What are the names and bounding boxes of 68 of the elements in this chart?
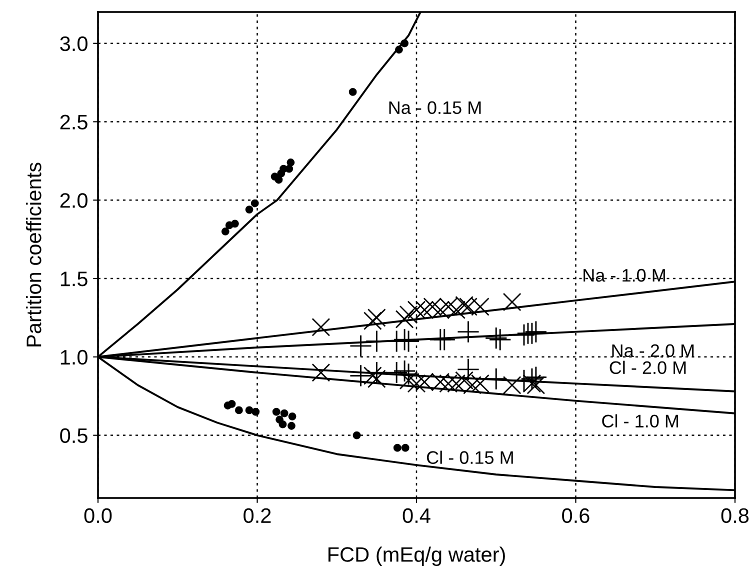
point <box>250 199 259 208</box>
y-tick-label: 1.5 <box>60 272 88 286</box>
point <box>288 412 296 420</box>
point <box>458 321 479 342</box>
point <box>521 368 542 390</box>
point <box>367 308 386 327</box>
point <box>278 420 287 428</box>
annotation: Cl - 1.0 M <box>602 414 678 428</box>
point <box>234 406 243 414</box>
point <box>231 220 239 228</box>
point <box>393 444 402 452</box>
point <box>490 329 511 350</box>
point <box>312 318 330 336</box>
x-tick-label: 0.8 <box>721 508 749 524</box>
point <box>395 46 403 54</box>
x-tick-label: 0.2 <box>244 508 271 524</box>
point <box>525 366 546 388</box>
point <box>286 158 295 166</box>
point <box>526 376 546 394</box>
point <box>398 364 420 385</box>
point <box>350 335 372 356</box>
point <box>252 408 260 416</box>
point <box>312 363 330 382</box>
point <box>400 39 409 48</box>
point <box>221 228 230 236</box>
point <box>525 321 546 342</box>
point <box>364 366 382 385</box>
y-tick-label: 3.0 <box>60 36 88 52</box>
point <box>386 362 408 384</box>
point <box>407 374 426 393</box>
x-tick-label: 0.0 <box>84 508 112 524</box>
point <box>366 362 388 384</box>
point <box>288 422 296 430</box>
y-tick-label: 2.0 <box>60 193 88 208</box>
point <box>434 329 455 350</box>
point <box>274 176 283 184</box>
point <box>350 365 372 386</box>
point <box>364 312 382 330</box>
point <box>399 305 418 324</box>
point <box>228 400 236 408</box>
y-tick-label: 2.5 <box>60 114 88 130</box>
x-tick-label: 0.4 <box>402 508 430 524</box>
annotation: Na - 2.0 M <box>612 344 694 358</box>
y-tick-label: 0.5 <box>60 428 88 444</box>
point <box>486 328 507 349</box>
y-tick-label: 1.0 <box>60 350 88 365</box>
annotation: Cl - 2.0 M <box>610 360 686 374</box>
point <box>395 310 414 328</box>
point <box>245 406 254 414</box>
point <box>502 292 522 312</box>
point <box>394 329 416 350</box>
point <box>367 370 386 388</box>
point <box>245 206 254 214</box>
annotation: Na - 1.0 M <box>584 268 665 282</box>
x-tick-label: 0.6 <box>562 508 590 524</box>
annotation: Cl - 0.15 M <box>426 450 513 464</box>
point <box>458 358 479 380</box>
point <box>285 164 294 173</box>
point <box>394 360 416 382</box>
point <box>280 409 288 418</box>
y-axis-title: Partition coefficients <box>26 162 42 346</box>
x-axis-title: FCD (mEq/g water) <box>328 546 505 566</box>
point <box>486 368 507 390</box>
point <box>348 88 357 96</box>
point <box>521 322 542 344</box>
point <box>401 444 410 452</box>
point <box>272 408 280 416</box>
point <box>352 431 361 440</box>
